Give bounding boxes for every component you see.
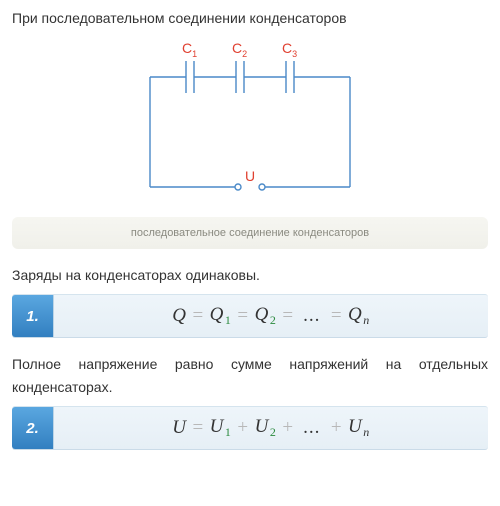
intro-text: При последовательном соединении конденса…	[12, 8, 488, 29]
charges-text: Заряды на конденсаторах одинаковы.	[12, 265, 488, 286]
formula-2: 2. U = U1 + U2 + ... + Un	[12, 406, 488, 450]
label-u: U	[245, 168, 255, 184]
voltage-text-l2: конденсаторах.	[12, 377, 488, 398]
circuit-diagram: C1 C2 C3 U	[12, 37, 488, 207]
diagram-caption: последовательное соединение конденсаторо…	[12, 217, 488, 249]
label-c1: C1	[182, 40, 197, 59]
voltage-text-l1: Полное напряжение равно сумме напряжений…	[12, 354, 488, 375]
formula-2-badge: 2.	[12, 407, 54, 449]
formula-1-badge: 1.	[12, 295, 54, 337]
formula-2-body: U = U1 + U2 + ... + Un	[54, 407, 488, 449]
label-c2: C2	[232, 40, 247, 59]
formula-1: 1. Q = Q1 = Q2 = ... = Qn	[12, 294, 488, 338]
label-c3: C3	[282, 40, 297, 59]
formula-1-body: Q = Q1 = Q2 = ... = Qn	[54, 295, 488, 337]
